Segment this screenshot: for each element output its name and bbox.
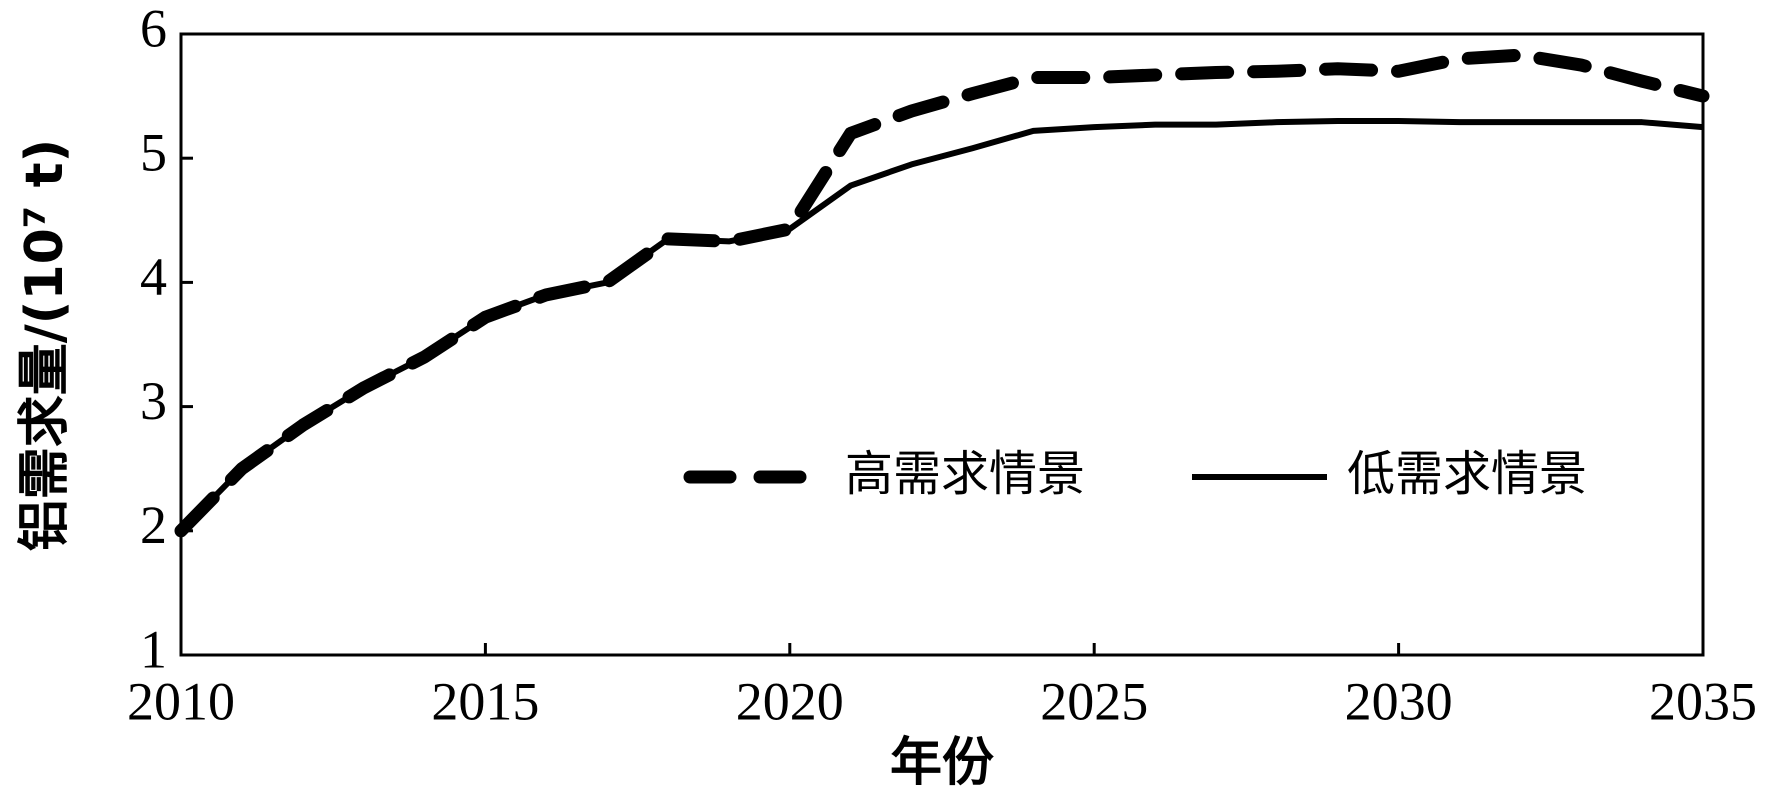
- y-tick-label: 1: [140, 619, 167, 679]
- x-tick-label: 2015: [431, 671, 539, 731]
- y-tick-label: 2: [140, 495, 167, 555]
- y-tick-label: 4: [140, 247, 167, 307]
- x-tick-label: 2020: [736, 671, 844, 731]
- y-tick-label: 5: [140, 123, 167, 183]
- data-line: [178, 117, 1704, 533]
- x-tick-label: 2025: [1040, 671, 1148, 731]
- x-tick-label: 2035: [1649, 671, 1757, 731]
- plot-frame: [179, 32, 1705, 657]
- legend-label: 高需求情景: [845, 446, 1085, 502]
- x-tick-label: 2010: [127, 671, 235, 731]
- x-tick-label: 2030: [1345, 671, 1453, 731]
- y-tick-label: 6: [140, 0, 167, 58]
- y-tick-label: 3: [140, 371, 167, 431]
- x-axis-label: 年份: [890, 733, 994, 793]
- legend-label: 低需求情景: [1347, 446, 1587, 502]
- y-axis-label: 铝需求量/(10⁷ t): [15, 139, 75, 552]
